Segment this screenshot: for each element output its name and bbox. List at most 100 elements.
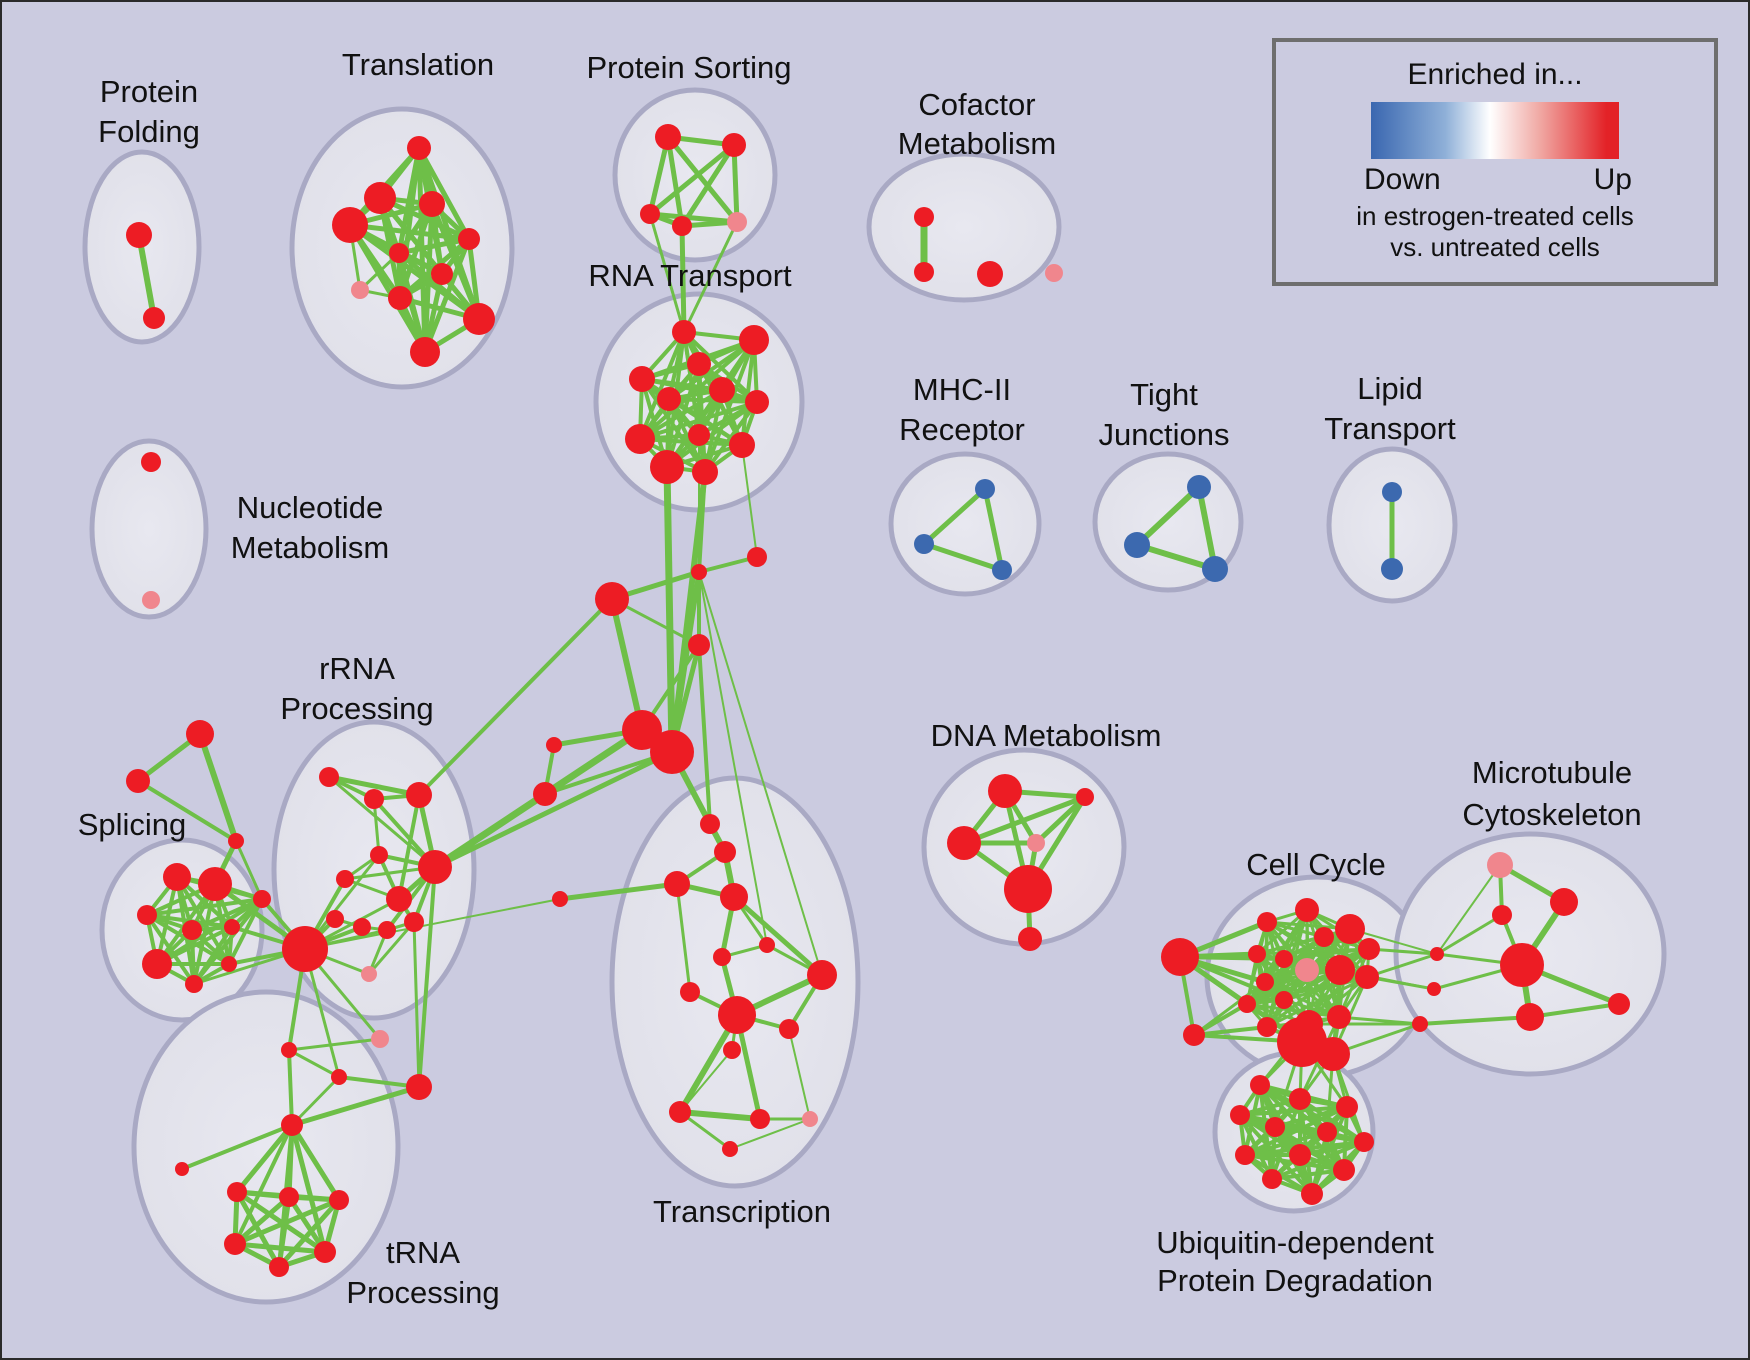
gene-set-node-c0-red [914, 207, 934, 227]
edge-tx10-tx11 [679, 1049, 733, 1113]
edge-rr12-mb0 [287, 1037, 382, 1052]
gene-set-node-s5-red [142, 949, 172, 979]
gene-set-node-rr2-red [406, 782, 432, 808]
legend-up-label: Up [1593, 163, 1632, 196]
gene-set-node-mid3-red [688, 634, 710, 656]
gene-set-node-s7-red [221, 956, 237, 972]
gene-set-node-bh2-red [650, 730, 694, 774]
gene-set-node-s3-red [182, 920, 202, 940]
edge-rr6-bh2 [432, 749, 675, 870]
cluster-label-rrna-processing-line2: Processing [280, 691, 433, 726]
gene-set-node-trl-red [175, 1162, 189, 1176]
cluster-label-protein-sorting-line1: Protein Sorting [586, 50, 791, 85]
gene-set-node-rr3-red [370, 846, 388, 864]
edge-t0-t4 [416, 145, 472, 242]
gene-set-node-rr1-red [364, 789, 384, 809]
gene-set-node-tx1-red [714, 841, 736, 863]
gene-set-node-tj0-blue [1187, 475, 1211, 499]
gene-set-node-u6-red [1354, 1132, 1374, 1152]
cluster-label-nucleotide-metabolism-line1: Nucleotide [237, 490, 383, 525]
gene-set-node-s8-red [253, 890, 271, 908]
legend-box: Enriched in... Down Up in estrogen-treat… [1272, 38, 1718, 286]
gene-set-node-pf1-red [143, 307, 165, 329]
gene-set-node-mb1-red [331, 1069, 347, 1085]
edge-trh-tr0 [234, 1122, 295, 1195]
gene-set-node-tx4-red [759, 937, 775, 953]
cluster-labels: Protein Folding Translation Protein Sorting… [78, 47, 1642, 1310]
gene-set-node-u7-red [1235, 1145, 1255, 1165]
edge-mc6-mc2 [1418, 1015, 1532, 1026]
gene-set-node-tx11-red [669, 1101, 691, 1123]
edge-cc3-cc5 [1255, 927, 1352, 956]
gene-set-node-u8-red [1289, 1144, 1311, 1166]
cluster-label-lipid-transport-line1: Lipid [1357, 371, 1423, 406]
edge-tri1-tri2 [136, 779, 238, 843]
gene-set-node-ch0-red [546, 737, 562, 753]
gene-set-node-t9-red [410, 337, 440, 367]
edge-trh-tr2 [289, 1122, 342, 1203]
edge-r2-r11 [640, 377, 707, 474]
nodes [126, 124, 1630, 1277]
gene-set-node-tx0-red [700, 814, 720, 834]
gene-set-node-t2-red [364, 182, 396, 214]
gene-set-node-rr6-red [418, 850, 452, 884]
edge-r9-mid2 [741, 444, 758, 558]
edge-r6-r10 [665, 400, 759, 469]
gene-set-node-tx14-red [722, 1141, 738, 1157]
gene-set-node-n1-pink [142, 591, 160, 609]
edge-m0-m2 [982, 486, 1005, 573]
edge-ps2-r0 [648, 212, 686, 334]
gene-set-node-ccL-red [1161, 938, 1199, 976]
edge-tj0-tj1 [1134, 484, 1202, 548]
gene-set-node-u4-red [1265, 1117, 1285, 1137]
gene-set-node-t1-red [332, 207, 368, 243]
edge-u9-u10 [1270, 1168, 1346, 1181]
gene-set-node-tj1-blue [1124, 532, 1150, 558]
cluster-label-ubiquitin-line1: Ubiquitin-dependent [1156, 1225, 1434, 1260]
edge-r6-r7 [638, 400, 759, 441]
cluster-label-lipid-transport-line2: Transport [1324, 411, 1456, 446]
legend-title: Enriched in... [1407, 58, 1583, 91]
gene-set-node-cc9-red [1325, 955, 1355, 985]
gene-set-node-r10-red [650, 450, 684, 484]
edge-rr0-rr6 [327, 775, 437, 869]
edge-mb1-mb2 [337, 1075, 421, 1089]
cluster-label-protein-folding-line1: Protein [100, 74, 198, 109]
edge-ccB-cc14 [1192, 1025, 1269, 1037]
edge-ps1-ps3 [679, 142, 737, 229]
cluster-label-rrna-processing-line1: rRNA [319, 651, 395, 686]
gene-set-node-tr1-red [279, 1187, 299, 1207]
gene-set-node-mid1-red [595, 582, 629, 616]
cluster-ellipse-nucleotide-metabolism [89, 438, 209, 620]
cluster-label-mhc-ii-receptor-line2: Receptor [899, 412, 1025, 447]
gene-set-node-t6-red [431, 263, 453, 285]
edge-ccB-cc7 [1192, 980, 1267, 1037]
cluster-label-rna-transport-line1: RNA Transport [588, 258, 792, 293]
gene-set-node-r6-red [745, 390, 769, 414]
gene-set-node-d5-red [1018, 927, 1042, 951]
edge-tx9-tx13 [788, 1028, 811, 1120]
gene-set-node-u3-red [1230, 1105, 1250, 1125]
gene-set-node-t3-red [419, 191, 445, 217]
cluster-label-cofactor-metabolism-line2: Metabolism [898, 126, 1057, 161]
edge-tx4-mid0 [698, 571, 768, 946]
cluster-label-cofactor-metabolism-line1: Cofactor [918, 87, 1035, 122]
edge-cc9-cc14 [1265, 968, 1342, 1029]
gene-set-node-tx10-red [723, 1041, 741, 1059]
gene-set-node-d3-pink [1027, 834, 1045, 852]
edge-rr0-rr2 [326, 774, 422, 798]
edge-trh-mb1 [290, 1075, 341, 1127]
cluster-label-nucleotide-metabolism-line2: Metabolism [231, 530, 390, 565]
cluster-label-tight-junctions-line2: Junctions [1099, 417, 1230, 452]
gene-set-node-l0-blue [1382, 482, 1402, 502]
cluster-ellipse-trna-processing [131, 989, 401, 1305]
edge-mc4-cc10 [1365, 952, 1439, 979]
gene-set-node-d4-red [1004, 865, 1052, 913]
gene-set-node-mc1-red [1492, 905, 1512, 925]
cluster-label-trna-processing-line1: tRNA [386, 1235, 460, 1270]
cluster-label-protein-folding-line2: Folding [98, 114, 200, 149]
gene-set-node-cc1-red [1295, 898, 1319, 922]
gene-set-node-cc12-red [1275, 991, 1293, 1009]
edge-u5-u7 [1243, 1130, 1329, 1157]
edge-r1-r9 [740, 338, 756, 447]
